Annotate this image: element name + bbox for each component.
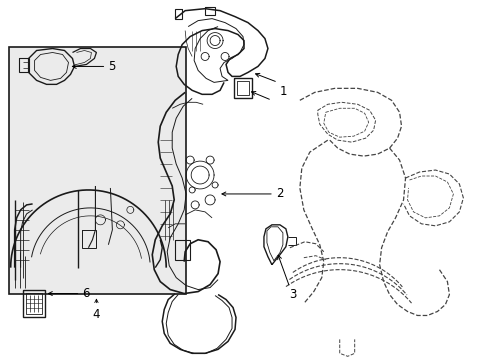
Text: 5: 5 [108,60,116,73]
Text: 2: 2 [275,188,283,201]
Text: 4: 4 [93,308,100,321]
Text: 1: 1 [279,85,287,98]
Text: 6: 6 [82,287,90,300]
Bar [9,46,186,293]
Text: 3: 3 [288,288,296,301]
